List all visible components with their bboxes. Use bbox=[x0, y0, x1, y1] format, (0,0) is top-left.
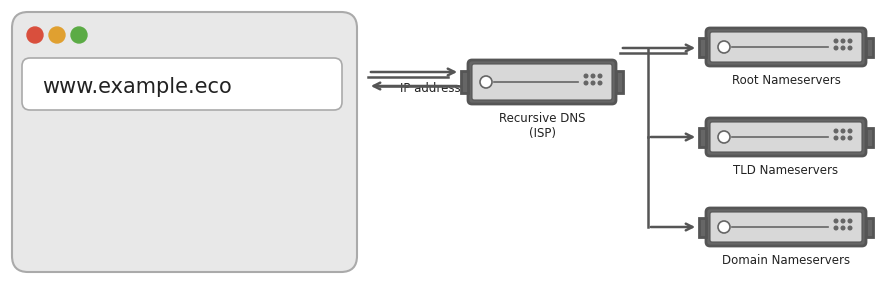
Circle shape bbox=[841, 129, 845, 133]
FancyBboxPatch shape bbox=[710, 32, 862, 62]
FancyBboxPatch shape bbox=[699, 127, 706, 146]
Circle shape bbox=[599, 81, 602, 85]
Circle shape bbox=[848, 39, 852, 43]
Circle shape bbox=[841, 226, 845, 230]
Circle shape bbox=[834, 129, 838, 133]
FancyBboxPatch shape bbox=[866, 217, 873, 237]
Circle shape bbox=[848, 46, 852, 50]
Text: Root Nameservers: Root Nameservers bbox=[731, 74, 840, 87]
Circle shape bbox=[848, 129, 852, 133]
Circle shape bbox=[834, 219, 838, 223]
FancyBboxPatch shape bbox=[461, 71, 468, 93]
FancyBboxPatch shape bbox=[22, 58, 342, 110]
FancyBboxPatch shape bbox=[699, 217, 706, 237]
Circle shape bbox=[480, 76, 492, 88]
Circle shape bbox=[841, 136, 845, 140]
FancyBboxPatch shape bbox=[472, 64, 612, 100]
FancyBboxPatch shape bbox=[866, 127, 873, 146]
Circle shape bbox=[718, 221, 730, 233]
FancyBboxPatch shape bbox=[706, 28, 866, 66]
Circle shape bbox=[841, 219, 845, 223]
Circle shape bbox=[718, 41, 730, 53]
FancyBboxPatch shape bbox=[710, 122, 862, 152]
Text: www.example.eco: www.example.eco bbox=[42, 77, 232, 97]
Circle shape bbox=[834, 39, 838, 43]
Circle shape bbox=[71, 27, 87, 43]
Text: Domain Nameservers: Domain Nameservers bbox=[722, 254, 850, 267]
Circle shape bbox=[841, 46, 845, 50]
Circle shape bbox=[599, 74, 602, 78]
Circle shape bbox=[584, 81, 588, 85]
FancyBboxPatch shape bbox=[710, 212, 862, 242]
Text: TLD Nameservers: TLD Nameservers bbox=[733, 164, 838, 177]
FancyBboxPatch shape bbox=[866, 38, 873, 56]
Text: IP address: IP address bbox=[400, 82, 460, 95]
Circle shape bbox=[848, 136, 852, 140]
Circle shape bbox=[848, 219, 852, 223]
Circle shape bbox=[834, 46, 838, 50]
Circle shape bbox=[718, 131, 730, 143]
FancyBboxPatch shape bbox=[616, 71, 623, 93]
FancyBboxPatch shape bbox=[706, 208, 866, 246]
FancyBboxPatch shape bbox=[706, 118, 866, 156]
FancyBboxPatch shape bbox=[699, 38, 706, 56]
Circle shape bbox=[49, 27, 65, 43]
FancyBboxPatch shape bbox=[12, 12, 357, 272]
Circle shape bbox=[834, 226, 838, 230]
Circle shape bbox=[591, 74, 595, 78]
Circle shape bbox=[848, 226, 852, 230]
Circle shape bbox=[834, 136, 838, 140]
Circle shape bbox=[591, 81, 595, 85]
Circle shape bbox=[27, 27, 43, 43]
Circle shape bbox=[584, 74, 588, 78]
FancyBboxPatch shape bbox=[468, 60, 616, 104]
Circle shape bbox=[841, 39, 845, 43]
Text: Recursive DNS
(ISP): Recursive DNS (ISP) bbox=[499, 112, 585, 140]
